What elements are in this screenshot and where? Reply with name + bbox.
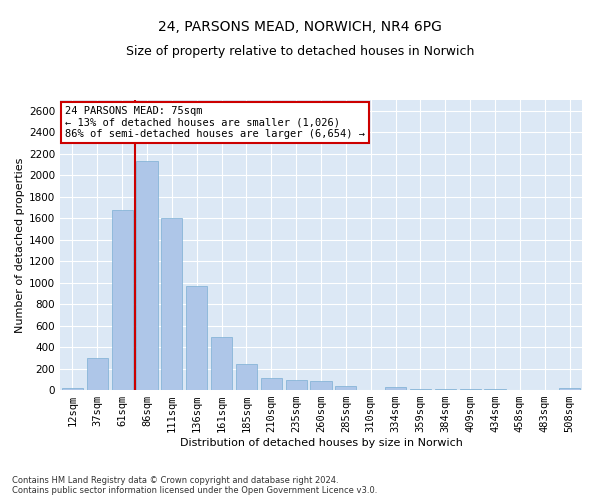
Bar — [310, 382, 332, 390]
Bar — [112, 210, 133, 390]
Bar — [62, 388, 83, 390]
Bar — [161, 218, 182, 390]
Bar — [385, 388, 406, 390]
Bar — [410, 389, 431, 390]
Bar — [186, 286, 207, 390]
Text: 24 PARSONS MEAD: 75sqm
← 13% of detached houses are smaller (1,026)
86% of semi-: 24 PARSONS MEAD: 75sqm ← 13% of detached… — [65, 106, 365, 139]
Bar — [335, 386, 356, 390]
Y-axis label: Number of detached properties: Number of detached properties — [15, 158, 25, 332]
Bar — [261, 378, 282, 390]
Bar — [460, 389, 481, 390]
Text: Contains public sector information licensed under the Open Government Licence v3: Contains public sector information licen… — [12, 486, 377, 495]
Bar — [236, 364, 257, 390]
X-axis label: Distribution of detached houses by size in Norwich: Distribution of detached houses by size … — [179, 438, 463, 448]
Text: 24, PARSONS MEAD, NORWICH, NR4 6PG: 24, PARSONS MEAD, NORWICH, NR4 6PG — [158, 20, 442, 34]
Bar — [286, 380, 307, 390]
Bar — [87, 358, 108, 390]
Text: Contains HM Land Registry data © Crown copyright and database right 2024.: Contains HM Land Registry data © Crown c… — [12, 476, 338, 485]
Bar — [136, 160, 158, 390]
Text: Size of property relative to detached houses in Norwich: Size of property relative to detached ho… — [126, 45, 474, 58]
Bar — [559, 388, 580, 390]
Bar — [211, 338, 232, 390]
